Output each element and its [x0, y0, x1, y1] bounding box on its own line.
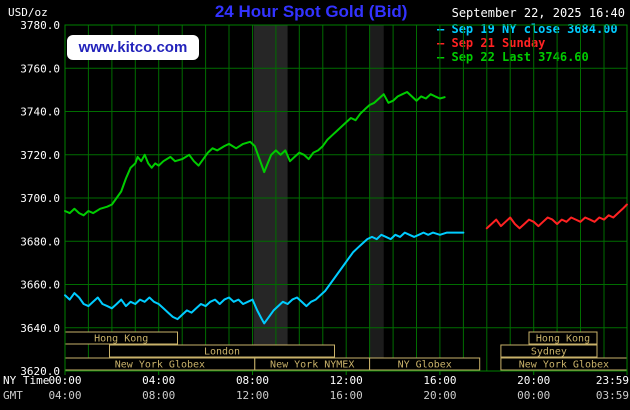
- x-tick-label-ny: 12:00: [330, 374, 363, 387]
- session-label: New York Globex: [115, 360, 205, 371]
- session-label: New York Globex: [519, 360, 609, 371]
- x-tick-label-ny: 20:00: [517, 374, 550, 387]
- y-tick-label: 3620.0: [20, 365, 60, 378]
- x-tick-label-gmt: 12:00: [236, 389, 269, 402]
- x-tick-label-gmt: 04:00: [48, 389, 81, 402]
- x-tick-label-ny: 08:00: [236, 374, 269, 387]
- session-label: New York NYMEX: [270, 360, 354, 371]
- gmt-axis-label: GMT: [3, 389, 23, 402]
- chart-title: 24 Hour Spot Gold (Bid): [214, 2, 408, 21]
- y-axis-unit-label: USD/oz: [8, 6, 48, 19]
- x-tick-label-ny: 00:00: [48, 374, 81, 387]
- x-tick-label-ny: 23:59: [596, 374, 629, 387]
- y-tick-label: 3740.0: [20, 106, 60, 119]
- price-line-1: [485, 203, 628, 230]
- y-tick-label: 3700.0: [20, 192, 60, 205]
- x-tick-label-gmt: 16:00: [330, 389, 363, 402]
- session-box: [500, 344, 598, 358]
- y-tick-label: 3720.0: [20, 149, 60, 162]
- session-label: Hong Kong: [536, 334, 590, 345]
- price-line-2: [64, 91, 446, 217]
- x-tick-label-gmt: 08:00: [142, 389, 175, 402]
- legend-dash-icon: –: [437, 36, 445, 50]
- x-tick-label-ny: 04:00: [142, 374, 175, 387]
- legend-label: Sep 21 Sunday: [451, 36, 546, 50]
- session-label: NY Globex: [398, 360, 452, 371]
- legend-item-sep22: – Sep 22 Last 3746.60: [437, 50, 618, 64]
- ny-time-axis-label: NY Time: [3, 374, 49, 387]
- session-label: London: [204, 347, 240, 358]
- session-box: [369, 357, 481, 371]
- legend-dash-icon: –: [437, 50, 445, 64]
- y-tick-label: 3640.0: [20, 322, 60, 335]
- chart-timestamp: September 22, 2025 16:40: [451, 6, 625, 20]
- session-box: [528, 331, 598, 345]
- legend-dash-icon: –: [437, 22, 445, 36]
- x-tick-label-gmt: 00:00: [517, 389, 550, 402]
- x-tick-label-gmt: 03:59: [596, 389, 629, 402]
- legend-item-sep21: – Sep 21 Sunday: [437, 36, 618, 50]
- legend-label: Sep 22 Last 3746.60: [451, 50, 589, 64]
- session-label: Sydney: [531, 347, 567, 358]
- y-tick-label: 3780.0: [20, 19, 60, 32]
- x-tick-label-ny: 16:00: [423, 374, 456, 387]
- y-tick-label: 3660.0: [20, 279, 60, 292]
- y-tick-label: 3680.0: [20, 235, 60, 248]
- kitco-watermark-link[interactable]: www.kitco.com: [67, 35, 199, 60]
- price-line-0: [64, 231, 465, 325]
- x-tick-label-gmt: 20:00: [423, 389, 456, 402]
- session-box: [109, 344, 335, 358]
- session-label: Hong Kong: [94, 334, 148, 345]
- y-tick-label: 3760.0: [20, 62, 60, 75]
